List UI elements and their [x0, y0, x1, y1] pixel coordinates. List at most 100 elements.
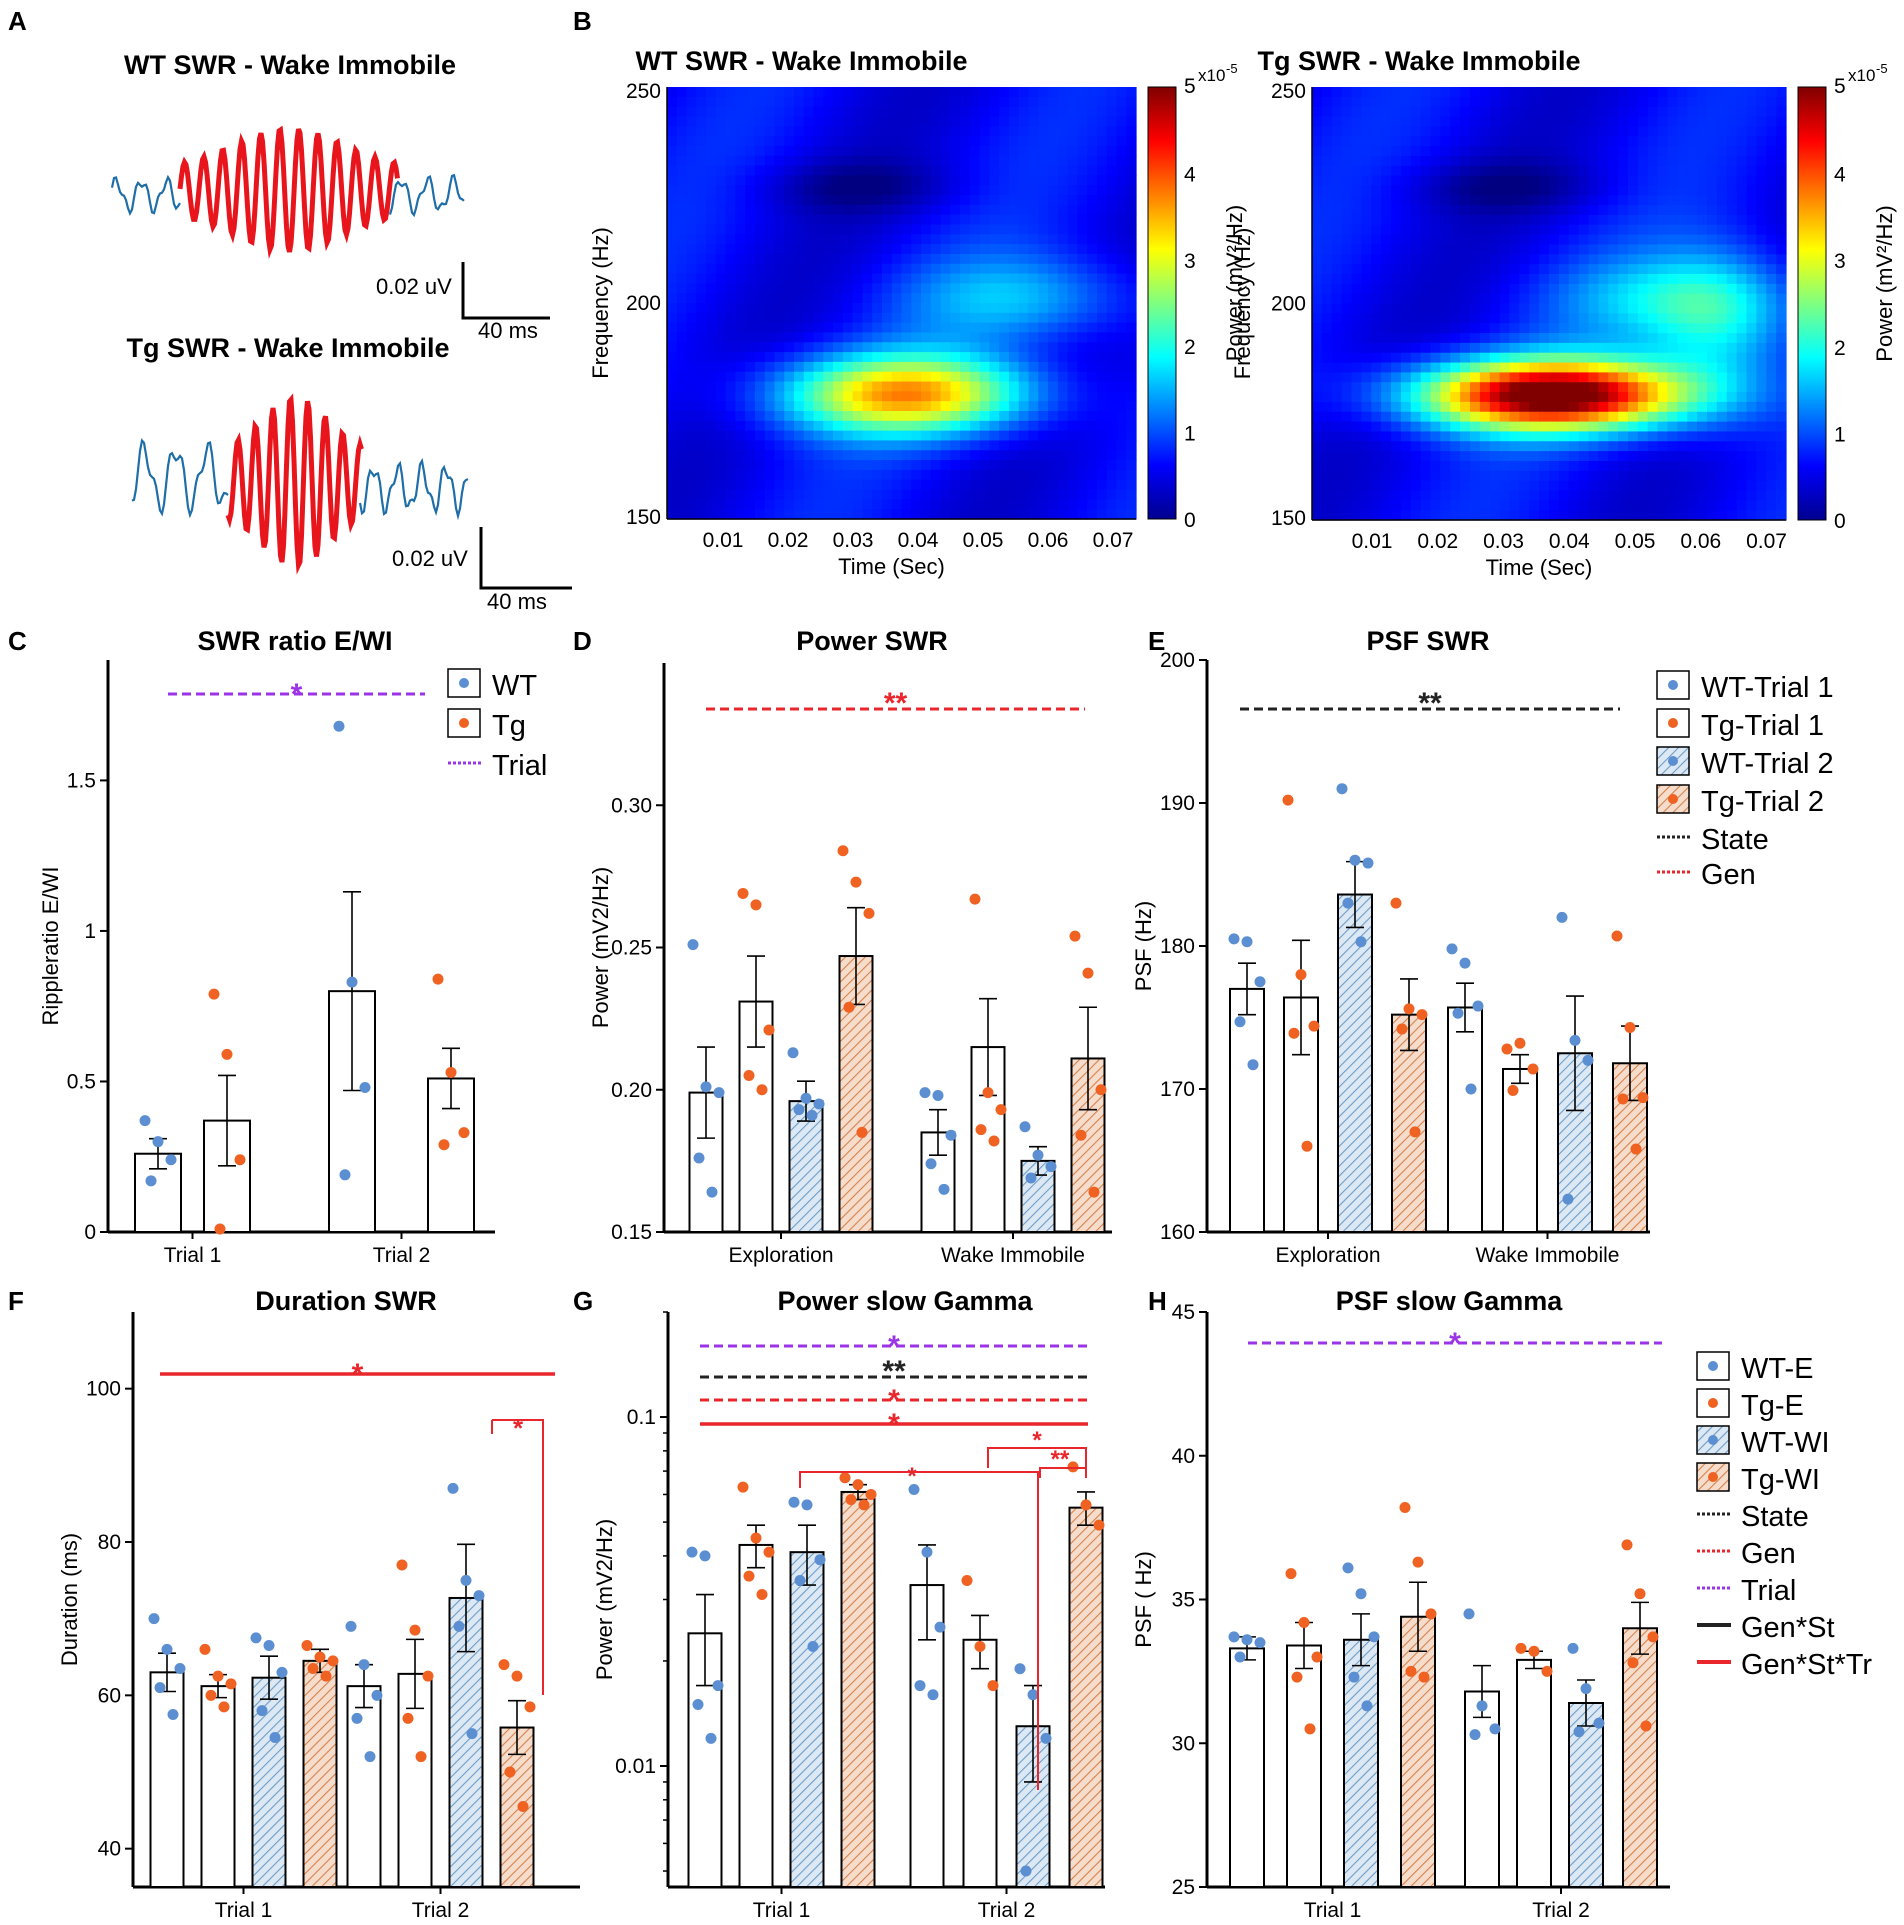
spectrogram-cell: [1588, 87, 1599, 98]
spectrogram-cell: [1578, 205, 1590, 216]
spectrogram-cell: [1106, 303, 1118, 314]
spectrogram-cell: [725, 391, 736, 402]
spectrogram-cell: [1707, 401, 1718, 413]
spectrogram-cell: [1410, 264, 1422, 275]
spectrogram-cell: [667, 106, 678, 118]
spectrogram-cell: [1028, 224, 1039, 235]
spectrogram-cell: [1647, 411, 1659, 423]
x-tick-label: Wake Immobile: [941, 1244, 1085, 1267]
spectrogram-cell: [1539, 382, 1550, 393]
spectrogram-cell: [1736, 362, 1748, 373]
spectrogram-cell: [1479, 136, 1491, 147]
spectrogram-cell: [784, 263, 795, 275]
spectrogram-cell: [1578, 87, 1590, 98]
spectrogram-cell: [901, 489, 912, 500]
spectrogram-cell: [1549, 382, 1560, 393]
spectrogram-cell: [1716, 362, 1728, 373]
spectrogram-cell: [1479, 165, 1491, 177]
spectrogram-cell: [950, 126, 961, 137]
spectrogram-cell: [1549, 303, 1560, 314]
spectrogram-cell: [833, 352, 844, 363]
sig-gen-st-tr-label: *: [352, 1358, 364, 1391]
spectrogram-cell: [1598, 283, 1609, 295]
spectrogram-cell: [1008, 136, 1020, 147]
spectrogram-cell: [1116, 244, 1127, 255]
spectrogram-cell: [969, 116, 981, 127]
spectrogram-cell: [1312, 313, 1323, 324]
spectrogram-cell: [774, 136, 785, 147]
spectrogram-cell: [1116, 430, 1127, 442]
spectrogram-cell: [1008, 342, 1020, 353]
spectrogram-cell: [784, 116, 795, 127]
spectrogram-cell: [1519, 195, 1530, 206]
spectrogram-cell: [930, 303, 942, 314]
spectrogram-cell: [1420, 441, 1432, 452]
spectrogram-cell: [960, 175, 971, 186]
spectrogram-cell: [1077, 352, 1088, 363]
spectrogram-cell: [1028, 332, 1039, 343]
data-point-wt-wi: [460, 1574, 472, 1586]
spectrogram-cell: [930, 155, 942, 167]
spectrogram-cell: [989, 509, 1000, 520]
spectrogram-cell: [1321, 303, 1333, 314]
spectrogram-cell: [852, 224, 864, 235]
spectrogram-cell: [1667, 283, 1678, 295]
spectrogram-cell: [901, 136, 912, 147]
spectrogram-cell: [940, 420, 951, 432]
spectrogram-cell: [1450, 382, 1461, 393]
spectrogram-cell: [706, 489, 717, 500]
spectrogram-cell: [1106, 96, 1118, 108]
data-point-wt-wi: [801, 1499, 813, 1511]
spectrogram-cell: [881, 96, 893, 108]
spectrogram-cell: [989, 469, 1000, 481]
spectrogram-cell: [1726, 126, 1738, 137]
spectrogram-cell: [1707, 175, 1718, 187]
colorbar-label: Power (mV²/Hz): [1872, 205, 1897, 361]
spectrogram-cell: [1008, 489, 1020, 500]
spectrogram-cell: [1746, 431, 1757, 442]
spectrogram-cell: [881, 224, 893, 235]
spectrogram-cell: [794, 283, 805, 294]
spectrogram-cell: [1440, 441, 1451, 452]
spectrogram-cell: [794, 145, 805, 157]
spectrogram-cell: [1519, 372, 1530, 383]
spectrogram-cell: [1736, 392, 1748, 403]
spectrogram-cell: [1106, 450, 1118, 461]
spectrogram-cell: [979, 332, 991, 343]
spectrogram-cell: [989, 204, 1000, 216]
spectrogram-cell: [872, 401, 883, 412]
spectrogram-cell: [1766, 283, 1777, 295]
spectrogram-cell: [1038, 332, 1049, 343]
spectrogram-cell: [764, 263, 776, 275]
data-point-wt-trial-2: [1562, 1193, 1574, 1205]
data-point-tg-trial-2: [1637, 1092, 1649, 1104]
spectrogram-cell: [1539, 185, 1550, 196]
spectrogram-cell: [969, 450, 981, 461]
spectrogram-cell: [911, 136, 922, 147]
spectrogram-cell: [794, 509, 805, 520]
spectrogram-cell: [754, 312, 766, 324]
spectrogram-cell: [1331, 451, 1343, 462]
spectrogram-cell: [1736, 303, 1748, 314]
spectrogram-cell: [1677, 273, 1688, 285]
spectrogram-cell: [1618, 87, 1629, 98]
spectrogram-cell: [1539, 283, 1550, 295]
spectrogram-cell: [774, 204, 785, 216]
spectrogram-cell: [1028, 185, 1039, 196]
spectrogram-cell: [1331, 126, 1343, 137]
spectrogram-cell: [1341, 362, 1353, 373]
spectrogram-cell: [1450, 254, 1461, 265]
spectrogram-cell: [989, 322, 1000, 334]
spectrogram-cell: [833, 175, 844, 186]
spectrogram-cell: [1460, 500, 1471, 511]
spectrogram-cell: [1381, 136, 1392, 147]
spectrogram-cell: [1057, 224, 1069, 235]
spectrogram-cell: [1116, 106, 1127, 118]
spectrogram-cell: [930, 293, 942, 304]
spectrogram-cell: [715, 185, 727, 196]
spectrogram-cell: [1410, 126, 1422, 137]
spectrogram-cell: [813, 106, 824, 118]
spectrogram-cell: [1716, 214, 1728, 226]
spectrogram-cell: [1116, 509, 1127, 520]
spectrogram-cell: [784, 175, 795, 186]
